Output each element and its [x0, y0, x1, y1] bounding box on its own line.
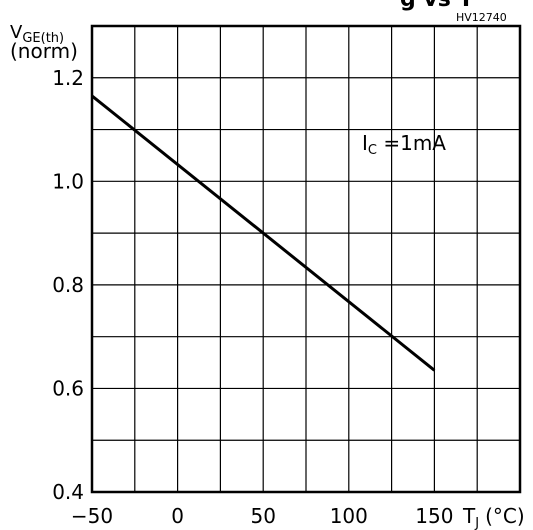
y-tick-label: 0.8 — [52, 273, 84, 297]
y-tick-label: 0.4 — [52, 480, 84, 504]
x-axis-label-unit: (°C) — [485, 504, 525, 528]
series-line — [91, 94, 436, 372]
grid — [90, 24, 522, 494]
y-tick-label: 0.6 — [52, 376, 84, 400]
y-axis-unit: (norm) — [10, 39, 78, 63]
header-fragment: g vs T — [400, 0, 474, 12]
x-tick-labels: −50 0 50 100 150 — [71, 504, 454, 528]
x-tick-label: 50 — [250, 504, 275, 528]
x-tick-label: 100 — [330, 504, 368, 528]
current-annotation: IC =1mA — [362, 131, 446, 158]
y-axis-label-main: V — [10, 22, 23, 43]
y-tick-label: 1.0 — [52, 169, 84, 193]
x-tick-label: 0 — [171, 504, 184, 528]
plot-frame — [90, 24, 522, 494]
y-axis-label: VGE(th) — [10, 22, 64, 46]
annotation-rest: =1mA — [377, 131, 446, 155]
figure-code: HV12740 — [456, 11, 507, 24]
x-tick-label: −50 — [71, 504, 113, 528]
plot-area — [91, 94, 436, 372]
y-tick-labels: 0.4 0.6 0.8 1.0 1.2 — [52, 66, 84, 504]
x-axis-label-sub: J — [474, 516, 479, 530]
x-axis-label: TJ (°C) — [462, 504, 525, 530]
annotation-sub: C — [368, 143, 377, 158]
annotation-main: I — [362, 131, 368, 155]
y-axis-label-sub: GE(th) — [22, 31, 64, 46]
x-axis-label-main: T — [462, 504, 476, 528]
x-tick-label: 150 — [415, 504, 453, 528]
y-tick-label: 1.2 — [52, 66, 84, 90]
